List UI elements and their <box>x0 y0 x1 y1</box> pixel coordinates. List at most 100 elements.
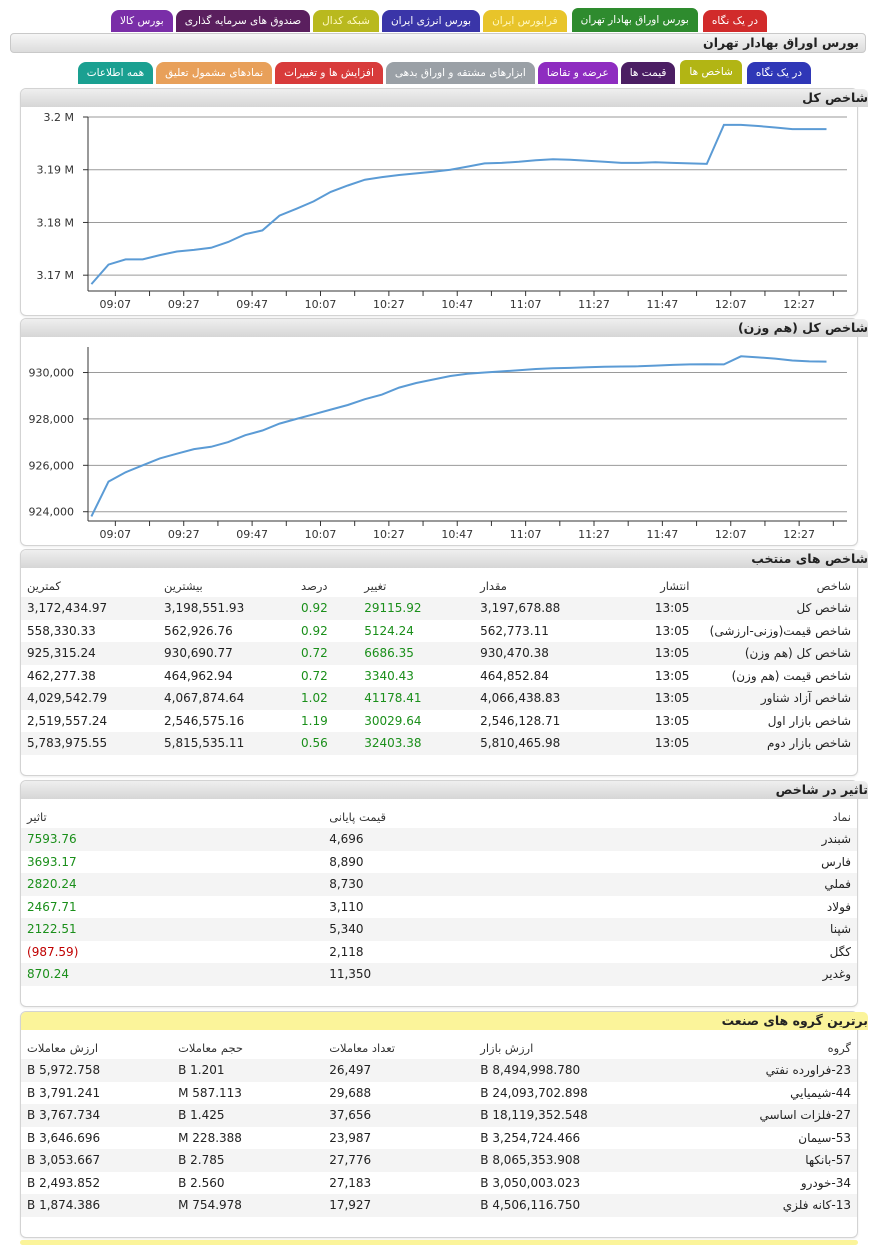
sub-tab-7[interactable]: همه اطلاعات <box>77 62 154 84</box>
groups-cell: 754.978 M <box>178 1198 242 1213</box>
table-row[interactable]: فولاد 3,110 2467.71 <box>21 896 857 919</box>
impact-cell: 3693.17 <box>27 854 77 869</box>
impact-cell: 2122.51 <box>27 922 77 937</box>
chart2-ytick-label: 928,000 <box>29 413 75 426</box>
chart1-xtick-label: 09:27 <box>168 298 200 311</box>
impact-cell: وغدیر <box>822 967 851 982</box>
chart2-xtick-label: 11:07 <box>510 528 542 541</box>
table-row[interactable]: 34-خودرو 3,050,003.023 B 27,183 2.560 B 2,49… <box>21 1172 857 1195</box>
groups-title: برترین گروه های صنعت <box>21 1012 868 1030</box>
chart2-xtick-label: 11:27 <box>578 528 610 541</box>
sub-tab-2[interactable]: قیمت ها <box>620 62 676 84</box>
selected-cell: شاخص بازار دوم <box>767 736 851 751</box>
top-tab-1[interactable]: بورس اوراق بهادار تهران <box>569 6 700 32</box>
top-tab-4[interactable]: شبکه کدال <box>313 10 379 32</box>
impact-cell: فارس <box>821 854 851 869</box>
top-tab-3[interactable]: بورس انرژی ایران <box>381 10 481 32</box>
table-row[interactable]: 44-شيميايي 24,093,702.898 B 29,688 587.113 … <box>21 1082 857 1105</box>
chart1-ytick-label: 3.19 M <box>37 164 74 177</box>
table-row[interactable]: کگل 2,118 (987.59) <box>21 941 857 964</box>
top-tab-0[interactable]: در یک نگاه <box>702 10 767 32</box>
table-row[interactable]: شپنا 5,340 2122.51 <box>21 918 857 941</box>
impact-cell: 2467.71 <box>27 899 77 914</box>
selected-cell: 5,783,975.55 <box>27 736 108 751</box>
selected-cell: 6686.35 <box>364 646 414 661</box>
chart1-xtick-label: 11:07 <box>510 298 542 311</box>
selected-title: شاخص های منتخب <box>21 550 868 568</box>
table-row[interactable]: فملي 8,730 2820.24 <box>21 873 857 896</box>
selected-cell: 29115.92 <box>364 601 422 616</box>
selected-cell: 562,926.76 <box>164 623 233 638</box>
selected-col-header: تغییر <box>364 579 387 593</box>
table-row[interactable]: شاخص کل 13:05 3,197,678.88 29115.92 0.92 3,19… <box>21 597 857 620</box>
impact-col-header: تاثیر <box>27 810 47 824</box>
selected-cell: 0.92 <box>301 601 328 616</box>
selected-cell: شاخص کل (هم وزن) <box>744 646 851 661</box>
selected-cell: 2,546,128.71 <box>480 713 561 728</box>
selected-cell: شاخص کل <box>796 601 851 616</box>
groups-cell: 13-کانه فلزي <box>782 1198 851 1213</box>
selected-cell: 1.02 <box>301 691 328 706</box>
groups-cell: 53-سيمان <box>798 1130 851 1145</box>
table-row[interactable]: شاخص بازار اول 13:05 2,546,128.71 30029.64 1… <box>21 710 857 733</box>
selected-col-header: مقدار <box>480 579 507 593</box>
selected-col-header: کمترین <box>27 579 61 593</box>
chart1-series-line <box>90 123 827 285</box>
sub-tab-1[interactable]: شاخص ها <box>678 58 744 84</box>
selected-cell: 925,315.24 <box>27 646 96 661</box>
selected-cell: 464,852.84 <box>480 668 549 683</box>
industry-groups-table: گروه ارزش بازار تعداد معاملات حجم معاملات ار… <box>21 1037 857 1217</box>
impact-cell: 4,696 <box>329 832 364 847</box>
sub-tab-0[interactable]: در یک نگاه <box>746 62 811 84</box>
selected-cell: 3,197,678.88 <box>480 601 561 616</box>
sub-tab-4[interactable]: ابزارهای مشتقه و اوراق بدهی <box>385 62 535 84</box>
impact-cell: 8,890 <box>329 854 364 869</box>
selected-cell: 5,815,535.11 <box>164 736 245 751</box>
chart1-ytick-label: 3.17 M <box>37 269 74 282</box>
top-tab-6[interactable]: بورس کالا <box>110 10 173 32</box>
sub-tab-5[interactable]: افزایش ها و تغییرات <box>275 62 383 84</box>
groups-cell: 3,767.734 B <box>27 1108 101 1123</box>
table-row[interactable]: وغدیر 11,350 870.24 <box>21 963 857 986</box>
groups-cell: 17,927 <box>329 1198 372 1213</box>
chart2-ytick-label: 926,000 <box>29 459 75 472</box>
chart1-xtick-label: 10:07 <box>305 298 337 311</box>
table-row[interactable]: 13-کانه فلزي 4,506,116.750 B 17,927 754.978… <box>21 1194 857 1217</box>
selected-cell: 30029.64 <box>364 713 422 728</box>
selected-cell: 41178.41 <box>364 691 422 706</box>
table-row[interactable]: شاخص قیمت (هم وزن) 13:05 464,852.84 3340.43… <box>21 665 857 688</box>
groups-cell: 27-فلزات اساسي <box>759 1108 852 1123</box>
table-row[interactable]: 23-فراورده نفتي 8,494,998.780 B 26,497 1.20… <box>21 1059 857 1082</box>
groups-cell: 1.425 B <box>178 1108 225 1123</box>
selected-cell: 1.19 <box>301 713 328 728</box>
top-tab-5[interactable]: صندوق های سرمایه گذاری <box>175 10 311 32</box>
impact-cell: 2820.24 <box>27 877 77 892</box>
chart1-xtick-label: 12:07 <box>715 298 747 311</box>
top-tabs: در یک نگاه بورس اوراق بهادار تهران فرابورس… <box>110 6 767 32</box>
chart-panel-total-index: شاخص کل 3.17 M 3.18 M 3.19 M 3.2 M 09:07 09:2… <box>20 88 868 316</box>
chart2-xtick-label: 10:07 <box>305 528 337 541</box>
table-row[interactable]: شاخص قیمت(وزنی-ارزشی) 13:05 562,773.11 5124… <box>21 620 857 643</box>
table-row[interactable]: شاخص بازار دوم 13:05 5,810,465.98 32403.38 0… <box>21 732 857 755</box>
groups-cell: 1,874.386 B <box>27 1198 101 1213</box>
selected-cell: 13:05 <box>654 713 690 728</box>
table-row[interactable]: فارس 8,890 3693.17 <box>21 851 857 874</box>
selected-col-header: بیشترین <box>164 579 203 593</box>
sub-tab-3[interactable]: عرضه و تقاضا <box>537 62 618 84</box>
groups-cell: 8,065,353.908 B <box>480 1153 581 1168</box>
groups-cell: 34-خودرو <box>800 1175 851 1190</box>
table-row[interactable]: 27-فلزات اساسي 18,119,352.548 B 37,656 1.42… <box>21 1104 857 1127</box>
chart2-xtick-label: 11:47 <box>647 528 679 541</box>
table-row[interactable]: شبندر 4,696 7593.76 <box>21 828 857 851</box>
top-tab-2[interactable]: فرابورس ایران <box>483 10 567 32</box>
table-row[interactable]: شاخص کل (هم وزن) 13:05 930,470.38 6686.35 0.… <box>21 642 857 665</box>
table-row[interactable]: شاخص آزاد شناور 13:05 4,066,438.83 41178.41… <box>21 687 857 710</box>
table-row[interactable]: 53-سيمان 3,254,724.466 B 23,987 228.388 M 3,… <box>21 1127 857 1150</box>
selected-cell: 13:05 <box>654 601 690 616</box>
sub-tab-6[interactable]: نمادهای مشمول تعلیق <box>156 62 273 84</box>
total-index-chart: 3.17 M 3.18 M 3.19 M 3.2 M 09:07 09:27 09:47 10… <box>37 111 847 311</box>
table-row[interactable]: 57-بانکها 8,065,353.908 B 27,776 2.785 B 3,0… <box>21 1149 857 1172</box>
chart1-xtick-label: 11:27 <box>578 298 610 311</box>
impact-cell: 11,350 <box>329 967 372 982</box>
impact-cell: 8,730 <box>329 877 364 892</box>
